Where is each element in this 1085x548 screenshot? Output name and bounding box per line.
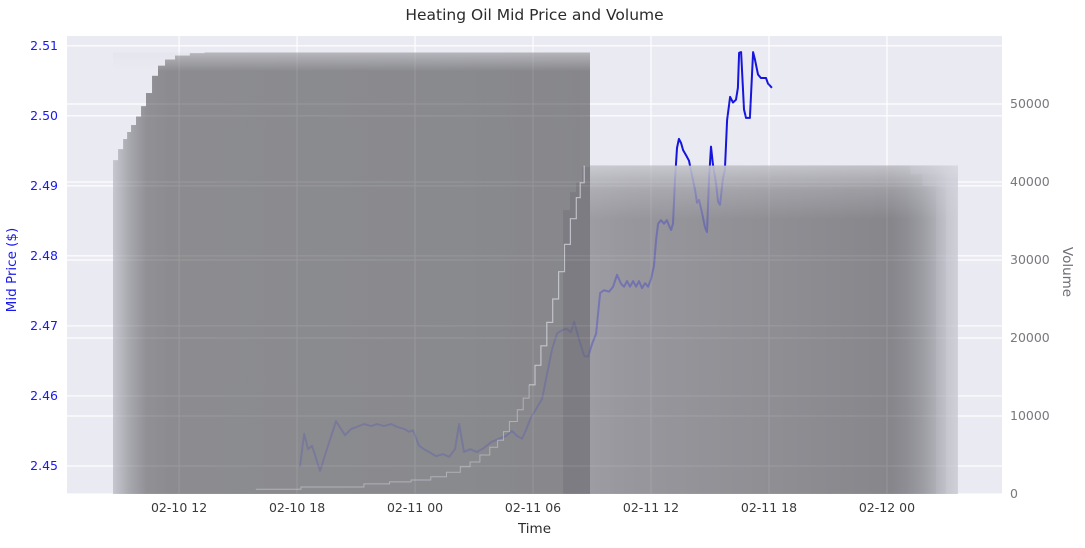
tick-labels: 02-10 12 02-10 18 02-11 00 02-11 06 02-11 12…: [30, 38, 1050, 515]
day2-top-fade: [590, 165, 958, 220]
x-tick-label: 02-11 00: [387, 500, 443, 515]
volume-tick-label: 0: [1010, 486, 1018, 501]
volume-mass-day1-veil: [113, 52, 590, 494]
price-tick-label: 2.45: [30, 458, 58, 473]
volume-tick-label: 40000: [1010, 174, 1050, 189]
price-tick-label: 2.51: [30, 38, 58, 53]
x-tick-label: 02-11 06: [505, 500, 561, 515]
volume-tick-label: 20000: [1010, 330, 1050, 345]
day2-corner-step: [945, 165, 958, 494]
plot-area: 02-10 12 02-10 18 02-11 00 02-11 06 02-11 12…: [30, 36, 1050, 515]
x-tick-label: 02-10 12: [151, 500, 207, 515]
day1-top-fade: [113, 52, 591, 72]
day2-corner-step: [936, 178, 958, 494]
volume-tick-label: 10000: [1010, 408, 1050, 423]
price-tick-label: 2.50: [30, 108, 58, 123]
volume-tick-label: 30000: [1010, 252, 1050, 267]
price-tick-label: 2.46: [30, 388, 58, 403]
x-tick-label: 02-11 18: [741, 500, 797, 515]
price-tick-label: 2.47: [30, 318, 58, 333]
day2-left-steps-veil: [563, 165, 590, 494]
volume-tick-label: 50000: [1010, 96, 1050, 111]
gridlines: [67, 36, 1002, 495]
price-tick-label: 2.48: [30, 248, 58, 263]
volume-buildup-staircase-shallow: [255, 384, 530, 490]
volume-buildup-staircase-steep: [529, 165, 585, 386]
day2-corner-step: [910, 165, 958, 175]
price-tick-label: 2.49: [30, 178, 58, 193]
day2-corner-step: [922, 174, 958, 186]
x-tick-label: 02-11 12: [623, 500, 679, 515]
volume-mass-day2-veil: [590, 165, 958, 494]
x-tick-label: 02-10 18: [269, 500, 325, 515]
x-tick-label: 02-12 00: [859, 500, 915, 515]
